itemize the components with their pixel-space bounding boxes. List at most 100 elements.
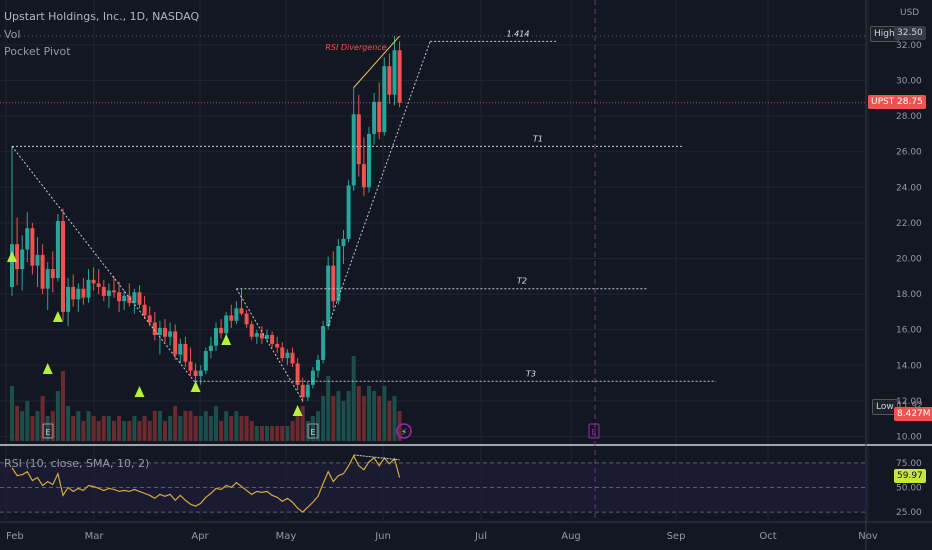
candle-body <box>81 288 86 298</box>
volume-bar <box>203 411 208 441</box>
candle-body <box>168 331 173 337</box>
candle-body <box>346 185 351 239</box>
trendline <box>11 146 196 384</box>
volume-bar <box>178 416 183 441</box>
volume-bar <box>198 416 203 441</box>
target-t3-label: T3 <box>526 369 536 378</box>
candle-body <box>392 50 397 95</box>
rsi-indicator-label[interactable]: RSI (10, close, SMA, 10, 2) <box>4 457 150 470</box>
candle-body <box>331 265 336 302</box>
volume-bar <box>91 416 96 441</box>
time-tick-label: Feb <box>6 531 24 542</box>
candle-body <box>40 254 45 289</box>
volume-bar <box>295 416 300 441</box>
volume-bar <box>331 396 336 441</box>
low-value: 11.92 <box>897 401 923 411</box>
time-tick-label: Oct <box>759 531 776 542</box>
candle-body <box>367 133 371 188</box>
symbol-price-label: UPST <box>868 95 898 109</box>
volume-bar <box>188 411 193 441</box>
volume-bar <box>377 396 382 441</box>
candle-body <box>106 290 111 296</box>
volume-bar <box>326 376 331 441</box>
earnings-marker-label: E <box>591 428 596 437</box>
time-tick-label: May <box>276 531 297 542</box>
price-tick-label: 18.00 <box>896 290 922 300</box>
earnings-marker <box>307 423 319 439</box>
pocket-pivot-markers <box>7 251 303 416</box>
price-tick-label: 30.00 <box>896 77 922 87</box>
trendline <box>353 35 400 88</box>
candle-body <box>316 359 320 371</box>
volume-bar <box>224 411 229 441</box>
rsi-tick-label: 25.00 <box>896 508 922 518</box>
volume-bar <box>81 421 86 441</box>
candle-body <box>336 246 341 302</box>
volume-bar <box>244 416 249 441</box>
volume-bar <box>392 396 397 441</box>
candle-body <box>137 292 142 305</box>
candle-body <box>372 101 377 134</box>
volume-bar <box>132 416 137 441</box>
candle-body <box>229 315 234 321</box>
volume-value: 8.427M <box>894 407 932 421</box>
last-price-value: 28.75 <box>894 95 926 109</box>
volume-indicator-label[interactable]: Vol <box>4 28 21 41</box>
candle-body <box>188 361 193 371</box>
price-tick-label: 20.00 <box>896 254 922 264</box>
candle-body <box>10 244 14 287</box>
candle-body <box>387 66 392 95</box>
candle-body <box>239 308 244 314</box>
time-tick-label: Jul <box>474 531 487 542</box>
candle-body <box>45 269 50 289</box>
candle-body <box>198 370 203 376</box>
candle-body <box>25 228 30 250</box>
volume-bar <box>20 411 25 441</box>
volume-bar <box>35 411 40 441</box>
volume-bars <box>10 356 402 441</box>
candle-body <box>321 326 326 360</box>
candle-body <box>152 322 157 335</box>
pocket-pivot-indicator-label[interactable]: Pocket Pivot <box>4 45 71 58</box>
volume-bar <box>229 416 234 441</box>
dividend-lightning-marker <box>396 423 412 439</box>
volume-bar <box>137 421 142 441</box>
candle-body <box>91 279 96 284</box>
candle-body <box>50 269 55 279</box>
candle-body <box>382 66 387 133</box>
volume-bar <box>76 411 81 441</box>
candle-body <box>173 331 178 355</box>
time-tick-label: Mar <box>85 531 105 542</box>
volume-bar <box>101 416 106 441</box>
candle-body <box>183 343 188 362</box>
trendline <box>235 288 304 402</box>
volume-bar <box>25 401 30 441</box>
volume-bar <box>127 421 132 441</box>
currency-label: USD <box>900 8 920 18</box>
volume-bar <box>66 406 71 441</box>
volume-bar <box>142 416 147 441</box>
volume-bar <box>117 416 122 441</box>
target-t1-label: T1 <box>533 134 543 143</box>
volume-bar <box>387 401 392 441</box>
candle-body <box>76 288 81 300</box>
candle-body <box>142 304 147 316</box>
candle-body <box>361 164 366 188</box>
candle-body <box>265 335 269 339</box>
symbol-title[interactable]: Upstart Holdings, Inc., 1D, NASDAQ <box>4 10 200 23</box>
candle-body <box>178 343 183 355</box>
rsi-tick-label: 50.00 <box>896 483 922 493</box>
candle-body <box>377 101 382 133</box>
candle-body <box>20 249 25 270</box>
volume-bar <box>55 391 60 441</box>
candle-body <box>30 228 35 266</box>
volume-bar <box>249 421 254 441</box>
candle-body <box>244 313 249 325</box>
candle-body <box>219 327 224 334</box>
volume-bar <box>122 421 127 441</box>
trendline <box>327 41 431 327</box>
volume-bar <box>290 421 295 441</box>
earnings-marker-label: E <box>310 428 315 437</box>
